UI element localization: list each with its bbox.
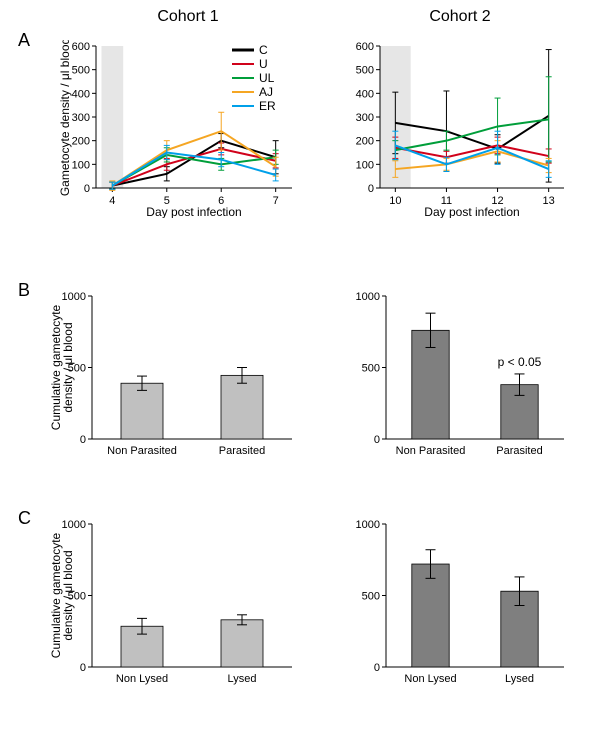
svg-text:ER: ER [259,99,276,113]
svg-text:300: 300 [72,112,90,124]
svg-text:13: 13 [543,195,555,207]
svg-text:600: 600 [356,41,374,53]
svg-text:Day post infection: Day post infection [424,205,519,218]
svg-text:Parasited: Parasited [496,445,542,457]
svg-text:Non Parasited: Non Parasited [396,445,466,457]
svg-text:500: 500 [356,65,374,77]
svg-text:Non Lysed: Non Lysed [116,673,168,685]
svg-text:0: 0 [80,434,86,446]
svg-text:10: 10 [389,195,401,207]
svg-text:600: 600 [72,41,90,53]
rowB-cohort2-chart: 0 500 1000 Non Parasited Parasited p < 0.05 [342,290,570,465]
panel-letter-B: B [18,280,30,301]
svg-text:1000: 1000 [356,291,380,303]
svg-text:Parasited: Parasited [219,445,265,457]
cohort1-title: Cohort 1 [88,8,288,26]
svg-text:Non Parasited: Non Parasited [107,445,177,457]
rowA-cohort2-chart: 010020030040050060010111213Day post infe… [342,40,570,218]
rowB-cohort1-chart: 05001000Non ParasitedParasitedCumulative… [48,290,298,465]
svg-text:Non Lysed: Non Lysed [404,673,456,685]
rowA-cohort1-chart: 01002003004005006004567Day post infectio… [58,40,298,218]
svg-text:400: 400 [72,88,90,100]
svg-text:Gametocyte density / μl blood: Gametocyte density / μl blood [58,40,72,196]
svg-text:0: 0 [374,434,380,446]
svg-text:500: 500 [362,363,380,375]
svg-text:0: 0 [84,183,90,195]
svg-text:500: 500 [362,591,380,603]
svg-text:Lysed: Lysed [228,673,257,685]
svg-text:density / μl blood: density / μl blood [61,550,75,640]
svg-text:AJ: AJ [259,85,273,99]
svg-text:500: 500 [72,65,90,77]
svg-text:200: 200 [72,136,90,148]
svg-text:1000: 1000 [62,519,86,531]
figure: Cohort 1Cohort 2ABC010020030040050060045… [0,0,600,742]
svg-text:4: 4 [109,195,115,207]
svg-text:200: 200 [356,136,374,148]
svg-text:300: 300 [356,112,374,124]
svg-text:0: 0 [368,183,374,195]
svg-text:400: 400 [356,88,374,100]
svg-text:UL: UL [259,71,275,85]
svg-text:0: 0 [374,662,380,674]
svg-text:1000: 1000 [62,291,86,303]
svg-text:7: 7 [273,195,279,207]
rowC-cohort2-chart: 0 500 1000 Non Lysed Lysed [342,518,570,693]
svg-text:U: U [259,57,268,71]
panel-letter-A: A [18,30,30,51]
svg-text:density / μl blood: density / μl blood [61,322,75,412]
svg-text:p < 0.05: p < 0.05 [498,355,542,369]
svg-text:Day post infection: Day post infection [146,205,241,218]
svg-text:0: 0 [80,662,86,674]
svg-text:1000: 1000 [356,519,380,531]
rowC-cohort1-chart: 05001000Non LysedLysedCumulative gametoc… [48,518,298,693]
svg-text:100: 100 [72,159,90,171]
svg-text:C: C [259,43,268,57]
svg-text:100: 100 [356,159,374,171]
cohort2-title: Cohort 2 [360,8,560,26]
svg-text:Lysed: Lysed [505,673,534,685]
panel-letter-C: C [18,508,31,529]
